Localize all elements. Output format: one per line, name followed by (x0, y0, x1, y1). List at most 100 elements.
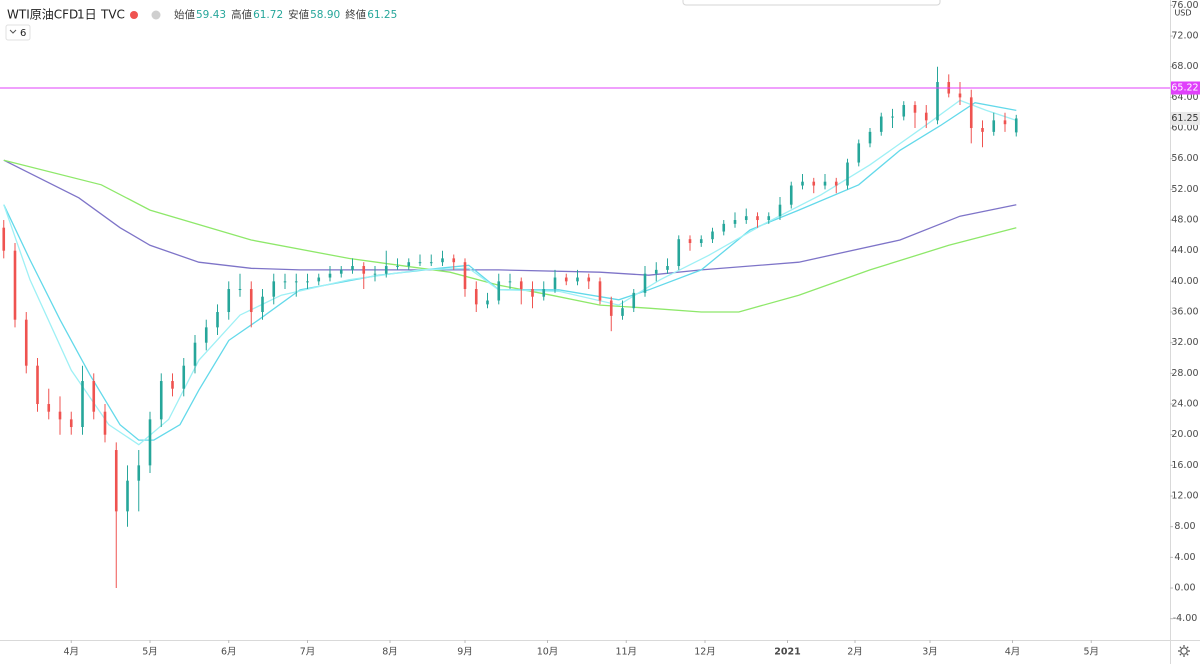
y-tick-label: 72.00 (1171, 31, 1198, 42)
status-dot (130, 11, 138, 19)
ohlc-value: 61.72 (253, 9, 283, 21)
candle-body (666, 266, 669, 270)
candle-body (429, 262, 433, 264)
candle-body (497, 281, 501, 301)
candle-body (407, 262, 411, 267)
candle-body (924, 112, 928, 121)
candle-body (373, 273, 377, 275)
last-price-tag (1171, 111, 1200, 125)
candle-body (204, 327, 208, 343)
candle-body (699, 239, 703, 244)
candle-body (587, 277, 591, 282)
header-bg (0, 2, 640, 28)
y-tick-label: 36.00 (1171, 307, 1198, 318)
candle-body (733, 220, 737, 224)
x-tick-label: 4月 (1005, 647, 1021, 658)
candle-body (789, 185, 793, 205)
candle-body (272, 281, 276, 297)
settings-dot[interactable] (151, 10, 161, 20)
candle-body (767, 216, 771, 221)
candle-body (992, 120, 996, 132)
candle-body (474, 289, 478, 305)
moving-average (3, 159, 1017, 313)
candle-body (744, 216, 748, 221)
candle-body (576, 277, 579, 282)
interval[interactable]: 1日 (77, 8, 97, 22)
candle-body (1014, 118, 1018, 133)
indicator-toggle[interactable] (5, 24, 31, 41)
candle-body (47, 404, 51, 412)
candle-body (193, 342, 197, 366)
ohlc-value: 58.90 (310, 9, 340, 21)
y-tick-label: 0.00 (1174, 583, 1195, 594)
y-tick-label: 64.00 (1171, 92, 1198, 103)
candle-body (114, 450, 118, 512)
x-tick-label: 4月 (63, 647, 79, 658)
currency[interactable]: USD (1174, 9, 1191, 18)
moving-average (3, 102, 1017, 441)
y-tick-label: -4.00 (1173, 613, 1198, 624)
candle-body (92, 381, 96, 412)
y-tick-label: 12.00 (1171, 491, 1198, 502)
y-tick-label: 32.00 (1171, 337, 1198, 348)
candle-body (857, 143, 861, 163)
source[interactable]: TVC (100, 8, 125, 22)
candle-body (981, 128, 984, 132)
symbol[interactable]: WTI原油CFD (7, 8, 78, 22)
candle-body (868, 131, 872, 144)
candle-body (756, 216, 759, 221)
candle-body (36, 365, 39, 405)
last-price-label: 61.25 (1171, 113, 1198, 124)
candle-body (598, 281, 602, 301)
y-tick-label: 76.00 (1171, 0, 1198, 11)
y-tick-label: 20.00 (1171, 429, 1198, 440)
x-tick-label: 8月 (382, 647, 398, 658)
candle-body (508, 281, 512, 283)
header: WTI原油CFD 1日 TVC 始値 59.43 高値 61.72 安値 58.90 終値 6… (0, 2, 640, 41)
ohlc-name: 安値 (288, 8, 309, 21)
x-tick-label: 11月 (615, 647, 637, 658)
candle-body (261, 296, 264, 313)
candle-body (351, 266, 354, 270)
candle-body (13, 250, 17, 320)
candle-body (879, 116, 883, 132)
candle-body (711, 231, 714, 240)
candle-body (306, 281, 309, 283)
candle-body (249, 289, 253, 313)
candle-body (834, 181, 838, 186)
candle-body (328, 273, 332, 278)
candle-body (171, 381, 174, 389)
candle-body (362, 266, 366, 274)
candle-body (126, 480, 129, 512)
candle-body (452, 258, 456, 263)
candle-body (1003, 120, 1007, 125)
candle-body (958, 93, 962, 98)
x-tick-label: 5月 (1083, 647, 1099, 658)
indicator-count[interactable]: 6 (20, 28, 26, 39)
settings-gear[interactable] (1178, 645, 1190, 657)
candle-body (463, 262, 467, 290)
candle-body (216, 312, 219, 328)
x-tick-label: 2021 (774, 647, 800, 658)
y-tick-label: 60.00 (1171, 123, 1198, 134)
candle-body (227, 289, 231, 313)
ohlc-name: 始値 (174, 8, 195, 21)
candle-body (396, 266, 399, 268)
moving-average (3, 159, 1017, 276)
y-tick-label: 24.00 (1171, 399, 1198, 410)
x-tick-label: 7月 (300, 647, 316, 658)
candle-body (148, 419, 152, 466)
candle-body (24, 319, 28, 366)
candle-body (654, 269, 658, 274)
candle-body (553, 277, 557, 290)
moving-average (3, 99, 1017, 446)
candle-body (823, 181, 827, 186)
y-tick-label: 8.00 (1174, 521, 1195, 532)
x-tick-label: 12月 (694, 647, 716, 658)
candle-body (418, 262, 422, 264)
y-tick-label: 4.00 (1174, 552, 1195, 563)
candle-body (69, 419, 73, 428)
candle-body (182, 365, 186, 389)
candle-body (294, 281, 298, 283)
